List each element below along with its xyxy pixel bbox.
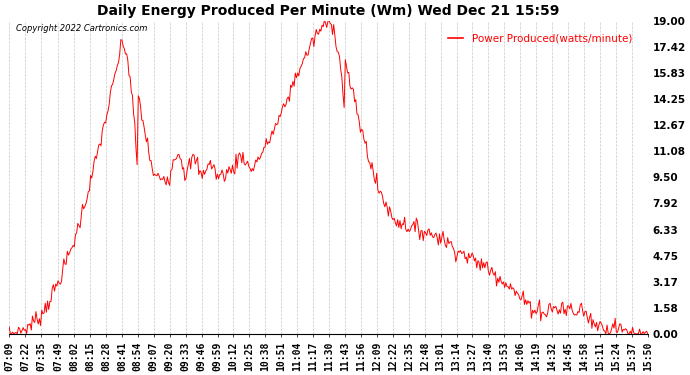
Text: Copyright 2022 Cartronics.com: Copyright 2022 Cartronics.com: [16, 24, 147, 33]
Title: Daily Energy Produced Per Minute (Wm) Wed Dec 21 15:59: Daily Energy Produced Per Minute (Wm) We…: [97, 4, 560, 18]
Legend: Power Produced(watts/minute): Power Produced(watts/minute): [444, 29, 636, 47]
